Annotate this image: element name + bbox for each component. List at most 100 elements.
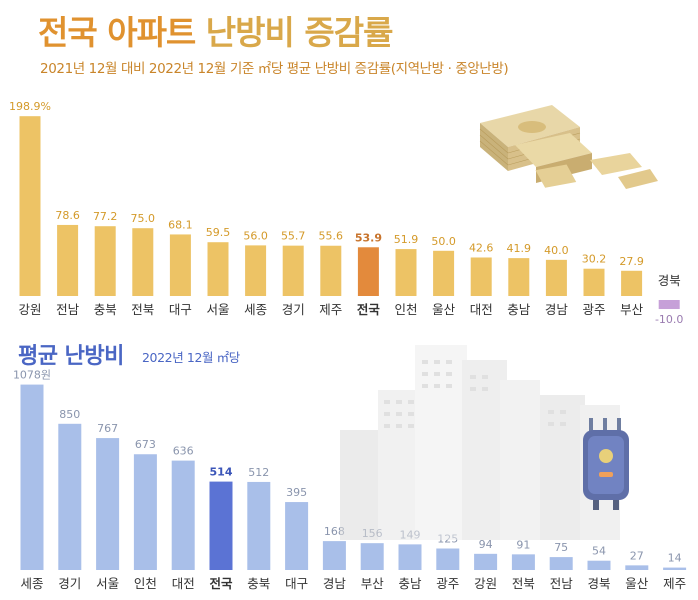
cost-category-label: 울산 [625,576,649,591]
rate-value-label: 51.9 [394,233,419,246]
rate-category-label: 충남 [507,302,531,317]
cost-bar [663,567,687,570]
rate-value-label: 75.0 [131,212,156,225]
cost-category-label: 충남 [398,576,422,591]
cost-value-label: 512 [248,466,269,479]
cost-category-label: 광주 [436,576,459,591]
rate-category-label: 전국 [357,302,381,317]
rate-value-label: 53.9 [355,231,382,244]
rate-category-label: 대구 [169,302,192,317]
cost-value-label: 91 [516,538,530,551]
cost-category-label: 전북 [512,576,535,591]
rate-category-label: 경남 [545,302,569,317]
cost-value-label: 395 [286,486,307,499]
rate-category-label: 서울 [206,302,229,317]
rate-value-label: 50.0 [431,235,456,248]
rate-category-label: 강원 [18,302,41,317]
cost-value-label: 94 [479,538,493,551]
rate-value-label: 77.2 [93,210,118,223]
rate-bar [395,249,417,296]
rate-category-label: 제주 [319,302,342,317]
rate-category-label: 인천 [394,302,417,317]
cost-value-label: 27 [630,549,644,562]
rate-bar [508,258,530,296]
cost-value-label: 767 [97,422,118,435]
cost-value-label: 514 [210,466,233,479]
main-subtitle: 2021년 12월 대비 2022년 12월 기준 ㎡당 평균 난방비 증감률(… [40,61,509,77]
cost-value-label: 168 [324,525,345,538]
cost-category-label: 서울 [96,576,119,591]
cost-category-label: 경기 [58,576,81,591]
cost-value-label: 156 [362,527,383,540]
cost-category-label: 강원 [474,576,497,591]
rate-bar [132,228,154,296]
cost-category-label: 대전 [172,576,195,591]
cost-value-label: 850 [59,408,80,421]
cost-category-label: 전국 [209,576,233,591]
rate-value-label: 55.6 [319,230,344,243]
rate-bar [433,250,455,296]
cost-bar [474,553,498,570]
cost-bar [625,565,649,570]
rate-value-label: 41.9 [507,242,532,255]
cost-bar [209,481,233,570]
rate-category-label: 광주 [582,302,605,317]
rate-value-label: 56.0 [243,229,268,242]
cost-category-label: 대구 [285,576,308,591]
rate-bar [245,245,267,296]
cost-bar [587,560,611,570]
main-title: 전국 아파트 난방비 증감률 [38,6,394,54]
rate-category-label: 부산 [620,302,644,317]
cost-bar [58,423,82,570]
rate-bar [282,245,304,296]
main-title-part2: 난방비 증감률 [205,13,394,52]
rate-bar [545,259,567,296]
cost-bar [247,481,271,570]
cost-category-label: 충북 [247,576,270,591]
cost-bar [549,557,573,570]
cost-value-label: 125 [437,533,458,546]
rate-value-label: 78.6 [55,209,80,222]
rate-value-label: -10.0 [655,313,683,326]
cost-category-label: 세종 [20,576,43,591]
cost-category-label: 제주 [663,576,686,591]
cost-category-label: 부산 [361,576,385,591]
rate-value-label: 30.2 [582,253,607,266]
cost-bar [511,554,535,570]
section2-subtitle: 2022년 12월 ㎡당 [142,350,240,365]
rate-value-label: 68.1 [168,218,193,231]
rate-value-label: 198.9% [9,100,51,113]
cost-bar [398,544,422,570]
rate-value-label: 42.6 [469,241,494,254]
rate-category-label: 세종 [244,302,267,317]
cost-value-label: 14 [668,552,682,565]
cost-category-label: 경남 [323,576,347,591]
cost-bar [20,384,44,570]
cost-bar [171,460,195,570]
rate-category-label: 충북 [94,302,117,317]
main-title-part1: 전국 아파트 [38,13,196,52]
rate-value-label: 27.9 [619,255,644,268]
rate-category-label: 울산 [432,302,456,317]
cost-value-label: 75 [554,541,568,554]
rate-bar [621,270,643,296]
cost-bar [285,502,309,570]
rate-category-label: 경북 [658,273,681,288]
cost-value-label: 149 [400,528,421,541]
cost-bar [96,438,120,570]
rate-bar [19,116,41,296]
rate-bar [94,226,116,296]
cost-value-label: 636 [173,445,194,458]
cost-category-label: 인천 [134,576,157,591]
rate-category-label: 경기 [282,302,305,317]
rate-bar [658,300,680,310]
rate-bar [470,257,492,296]
rate-value-label: 59.5 [206,226,231,239]
rate-bar [320,245,342,296]
rate-bar [357,247,379,296]
cost-value-label: 1078원 [13,369,51,382]
cost-bar [436,548,460,570]
